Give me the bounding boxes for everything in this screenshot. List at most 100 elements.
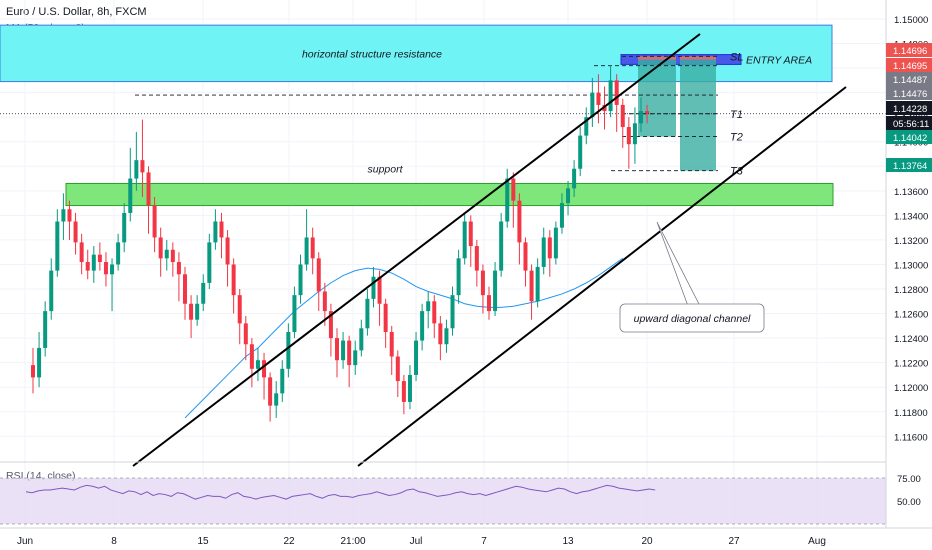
candle-body (517, 200, 522, 243)
candle-body (158, 237, 163, 259)
price-label: 1.14228 (893, 104, 927, 115)
resistance-zone-label: horizontal structure resistance (302, 48, 442, 60)
y-tick-label: 1.13200 (894, 236, 928, 247)
candle-body (122, 212, 127, 243)
candle-body (183, 274, 187, 304)
y-tick-label: 1.12200 (894, 359, 928, 370)
support-zone-label: support (367, 163, 403, 175)
candle-body (243, 323, 248, 345)
candle-body (523, 242, 528, 271)
candle-body (614, 80, 619, 105)
candle-body (541, 237, 546, 267)
candle-body (280, 368, 285, 394)
candle-body (444, 328, 449, 345)
chart-title: Euro / U.S. Dollar, 8h, FXCM (6, 6, 147, 18)
candle-body (493, 270, 498, 312)
target-box (680, 59, 716, 171)
x-tick-label: 15 (197, 536, 209, 547)
price-label-bg (886, 116, 932, 130)
candle-body (103, 262, 108, 275)
price-label: 1.14487 (893, 75, 927, 86)
price-label-bg (886, 72, 932, 86)
candle-body (231, 264, 236, 296)
candle-body (195, 303, 200, 320)
candle-body (456, 258, 461, 296)
candle-body (639, 111, 643, 124)
candle-body (116, 242, 121, 265)
candle-body (286, 331, 291, 369)
x-tick-label: 22 (283, 536, 295, 547)
callout-label: upward diagonal channel (634, 313, 751, 325)
candle-body (189, 303, 194, 320)
candle-body (213, 221, 218, 243)
candle-body (225, 237, 230, 265)
candle-body (596, 92, 601, 105)
candle-body (572, 168, 577, 189)
candle-body (353, 350, 358, 366)
candle-body (73, 221, 78, 243)
candle-body (347, 340, 352, 366)
candle-body (462, 221, 467, 259)
x-tick-label: 21:00 (340, 536, 365, 547)
price-label: 1.14695 (893, 61, 927, 72)
support-zone (65, 182, 834, 207)
price-label-bg (886, 130, 932, 144)
x-tick-label: 7 (481, 536, 487, 547)
entry-zone-label: ENTRY AREA (746, 55, 812, 67)
candle-body (511, 178, 516, 201)
candle-body (310, 237, 315, 259)
x-tick-label: 8 (111, 536, 117, 547)
candle-body (201, 282, 206, 304)
candle-body (632, 123, 637, 145)
y-tick-label: 1.13600 (894, 187, 928, 198)
candle-body (49, 270, 54, 312)
candle-body (535, 266, 540, 302)
candle-body (152, 205, 157, 238)
candle-body (620, 104, 625, 128)
price-label-bg (886, 86, 932, 100)
price-label-bg (886, 43, 932, 57)
candle-body (207, 242, 212, 283)
candle-body (146, 172, 151, 206)
x-tick-label: Jul (410, 536, 423, 547)
rsi-tick-label: 75.00 (897, 474, 921, 485)
candle-body (474, 246, 479, 271)
candle-body (432, 301, 437, 324)
price-label: 05:56:11 (893, 119, 929, 130)
level-label-t1: T1 (730, 109, 743, 121)
candle-body (316, 258, 321, 292)
candle-body (43, 311, 48, 348)
candle-body (91, 254, 96, 271)
candle-body (176, 262, 181, 275)
stop-loss-box (638, 56, 676, 60)
y-tick-label: 1.12000 (894, 383, 928, 394)
rsi-band (0, 478, 886, 524)
candle-body (110, 264, 115, 275)
candle-body (529, 270, 534, 302)
candle-body (140, 160, 145, 173)
candle-body (414, 340, 419, 375)
target-box (638, 59, 676, 137)
candle-body (304, 237, 309, 265)
y-tick-label: 1.12800 (894, 285, 928, 296)
candle-body (67, 209, 72, 222)
candle-body (645, 111, 650, 114)
x-tick-label: Aug (808, 536, 826, 547)
candle-body (335, 338, 339, 361)
rsi-line (25, 484, 656, 500)
stop-loss-box (680, 56, 716, 60)
candle-body (584, 117, 589, 136)
candle-body (359, 328, 364, 351)
price-label-bg (886, 101, 932, 115)
candle-body (505, 178, 510, 222)
candle-body (401, 381, 406, 402)
price-label-bg (886, 158, 932, 172)
candle-body (566, 188, 571, 204)
x-tick-label: 13 (562, 536, 574, 547)
candle-body (268, 377, 273, 406)
y-tick-label: 1.12400 (894, 334, 928, 345)
rsi-tick-label: 50.00 (897, 497, 921, 508)
candle-body (365, 298, 370, 329)
x-tick-label: 20 (641, 536, 653, 547)
